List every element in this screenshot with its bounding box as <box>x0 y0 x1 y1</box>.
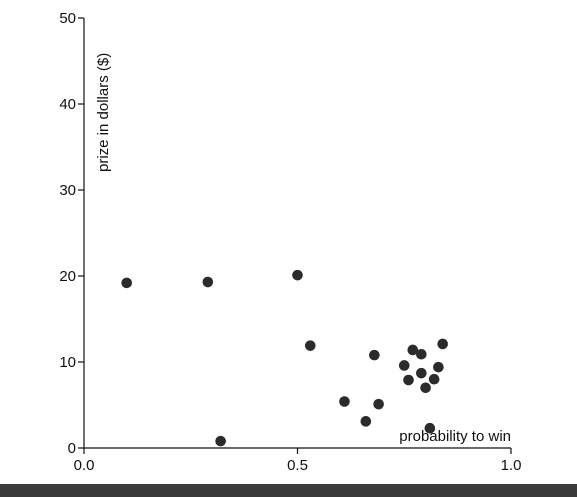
y-tick-label: 20 <box>59 268 76 285</box>
y-tick-label: 10 <box>59 354 76 371</box>
data-point <box>292 269 303 281</box>
data-point <box>433 361 444 373</box>
data-point <box>202 276 214 288</box>
data-point <box>305 340 316 351</box>
y-tick-label: 40 <box>59 96 76 113</box>
x-tick-label: 1.0 <box>501 457 522 474</box>
y-axis-title: prize in dollars ($) <box>95 53 112 172</box>
data-point <box>215 435 226 447</box>
data-point <box>416 348 427 360</box>
data-point <box>360 416 372 427</box>
data-point <box>416 367 427 379</box>
data-point <box>369 349 380 361</box>
x-ticks: 0.0 0.5 1.0 <box>74 448 522 474</box>
axes <box>83 18 511 449</box>
x-tick-label: 0.5 <box>287 457 308 474</box>
x-axis-title: probability to win <box>399 428 511 445</box>
data-point <box>373 398 384 410</box>
y-tick-label: 30 <box>59 182 76 199</box>
data-point <box>437 338 448 350</box>
y-tick-label: 0 <box>68 440 76 457</box>
data-points <box>121 269 448 447</box>
data-point <box>403 374 414 386</box>
y-ticks: 0 10 20 30 40 50 <box>59 10 84 457</box>
data-point <box>398 360 410 371</box>
y-tick-label: 50 <box>59 10 76 27</box>
data-point <box>428 373 440 385</box>
bottom-bar <box>0 484 577 497</box>
x-tick-label: 0.0 <box>74 457 95 474</box>
data-point <box>420 382 431 394</box>
data-point <box>424 422 436 434</box>
data-point <box>121 277 132 289</box>
data-point <box>339 396 350 407</box>
data-point <box>407 344 419 356</box>
